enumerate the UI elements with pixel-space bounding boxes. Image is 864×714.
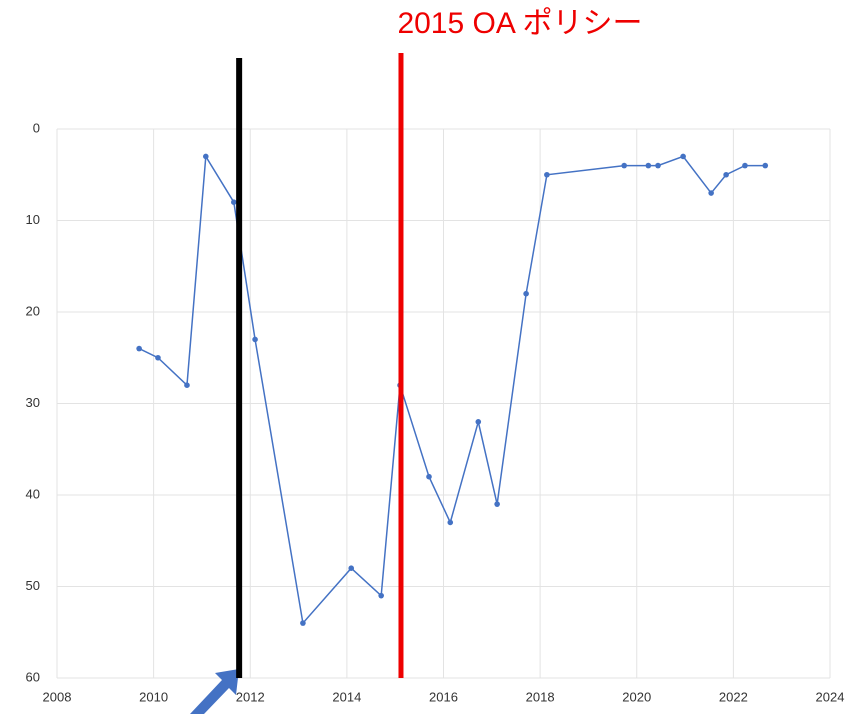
point [645, 162, 652, 169]
point [762, 162, 769, 169]
point [680, 153, 686, 160]
point [723, 171, 729, 178]
y-tick-label: 30 [26, 395, 40, 410]
point [300, 620, 306, 626]
point [544, 171, 550, 178]
y-tick-label: 20 [26, 303, 40, 318]
x-tick-label: 2024 [816, 689, 845, 704]
line [138, 154, 766, 625]
point [523, 290, 529, 297]
y-tick-label: 10 [26, 212, 40, 227]
point [252, 336, 258, 343]
point [155, 354, 161, 361]
point [475, 419, 482, 425]
y-tick-label: 0 [33, 120, 40, 135]
x-tick-label: 2020 [622, 689, 651, 704]
y-tick-label: 50 [26, 578, 40, 593]
point [494, 501, 500, 507]
point [203, 153, 209, 160]
y-tick-label: 60 [26, 669, 40, 684]
x-tick-label: 2012 [236, 689, 265, 704]
arrow [190, 669, 239, 714]
annotation: 2015 OA ポリシー [397, 7, 642, 40]
point [231, 199, 237, 205]
x-tick-label: 2010 [139, 689, 168, 704]
point [447, 519, 454, 526]
point [742, 162, 748, 169]
point [708, 190, 714, 196]
point [655, 162, 661, 169]
point [426, 473, 432, 480]
point [621, 162, 627, 169]
y-tick-label: 40 [26, 486, 40, 501]
point [378, 592, 384, 599]
x-tick-label: 2018 [526, 689, 555, 704]
point [136, 345, 142, 352]
point [348, 565, 355, 571]
x-tick-label: 2014 [332, 689, 361, 704]
x-tick-label: 2008 [43, 689, 72, 704]
point [184, 382, 190, 389]
x-tick-label: 2016 [429, 689, 458, 704]
x-tick-label: 2022 [719, 689, 748, 704]
